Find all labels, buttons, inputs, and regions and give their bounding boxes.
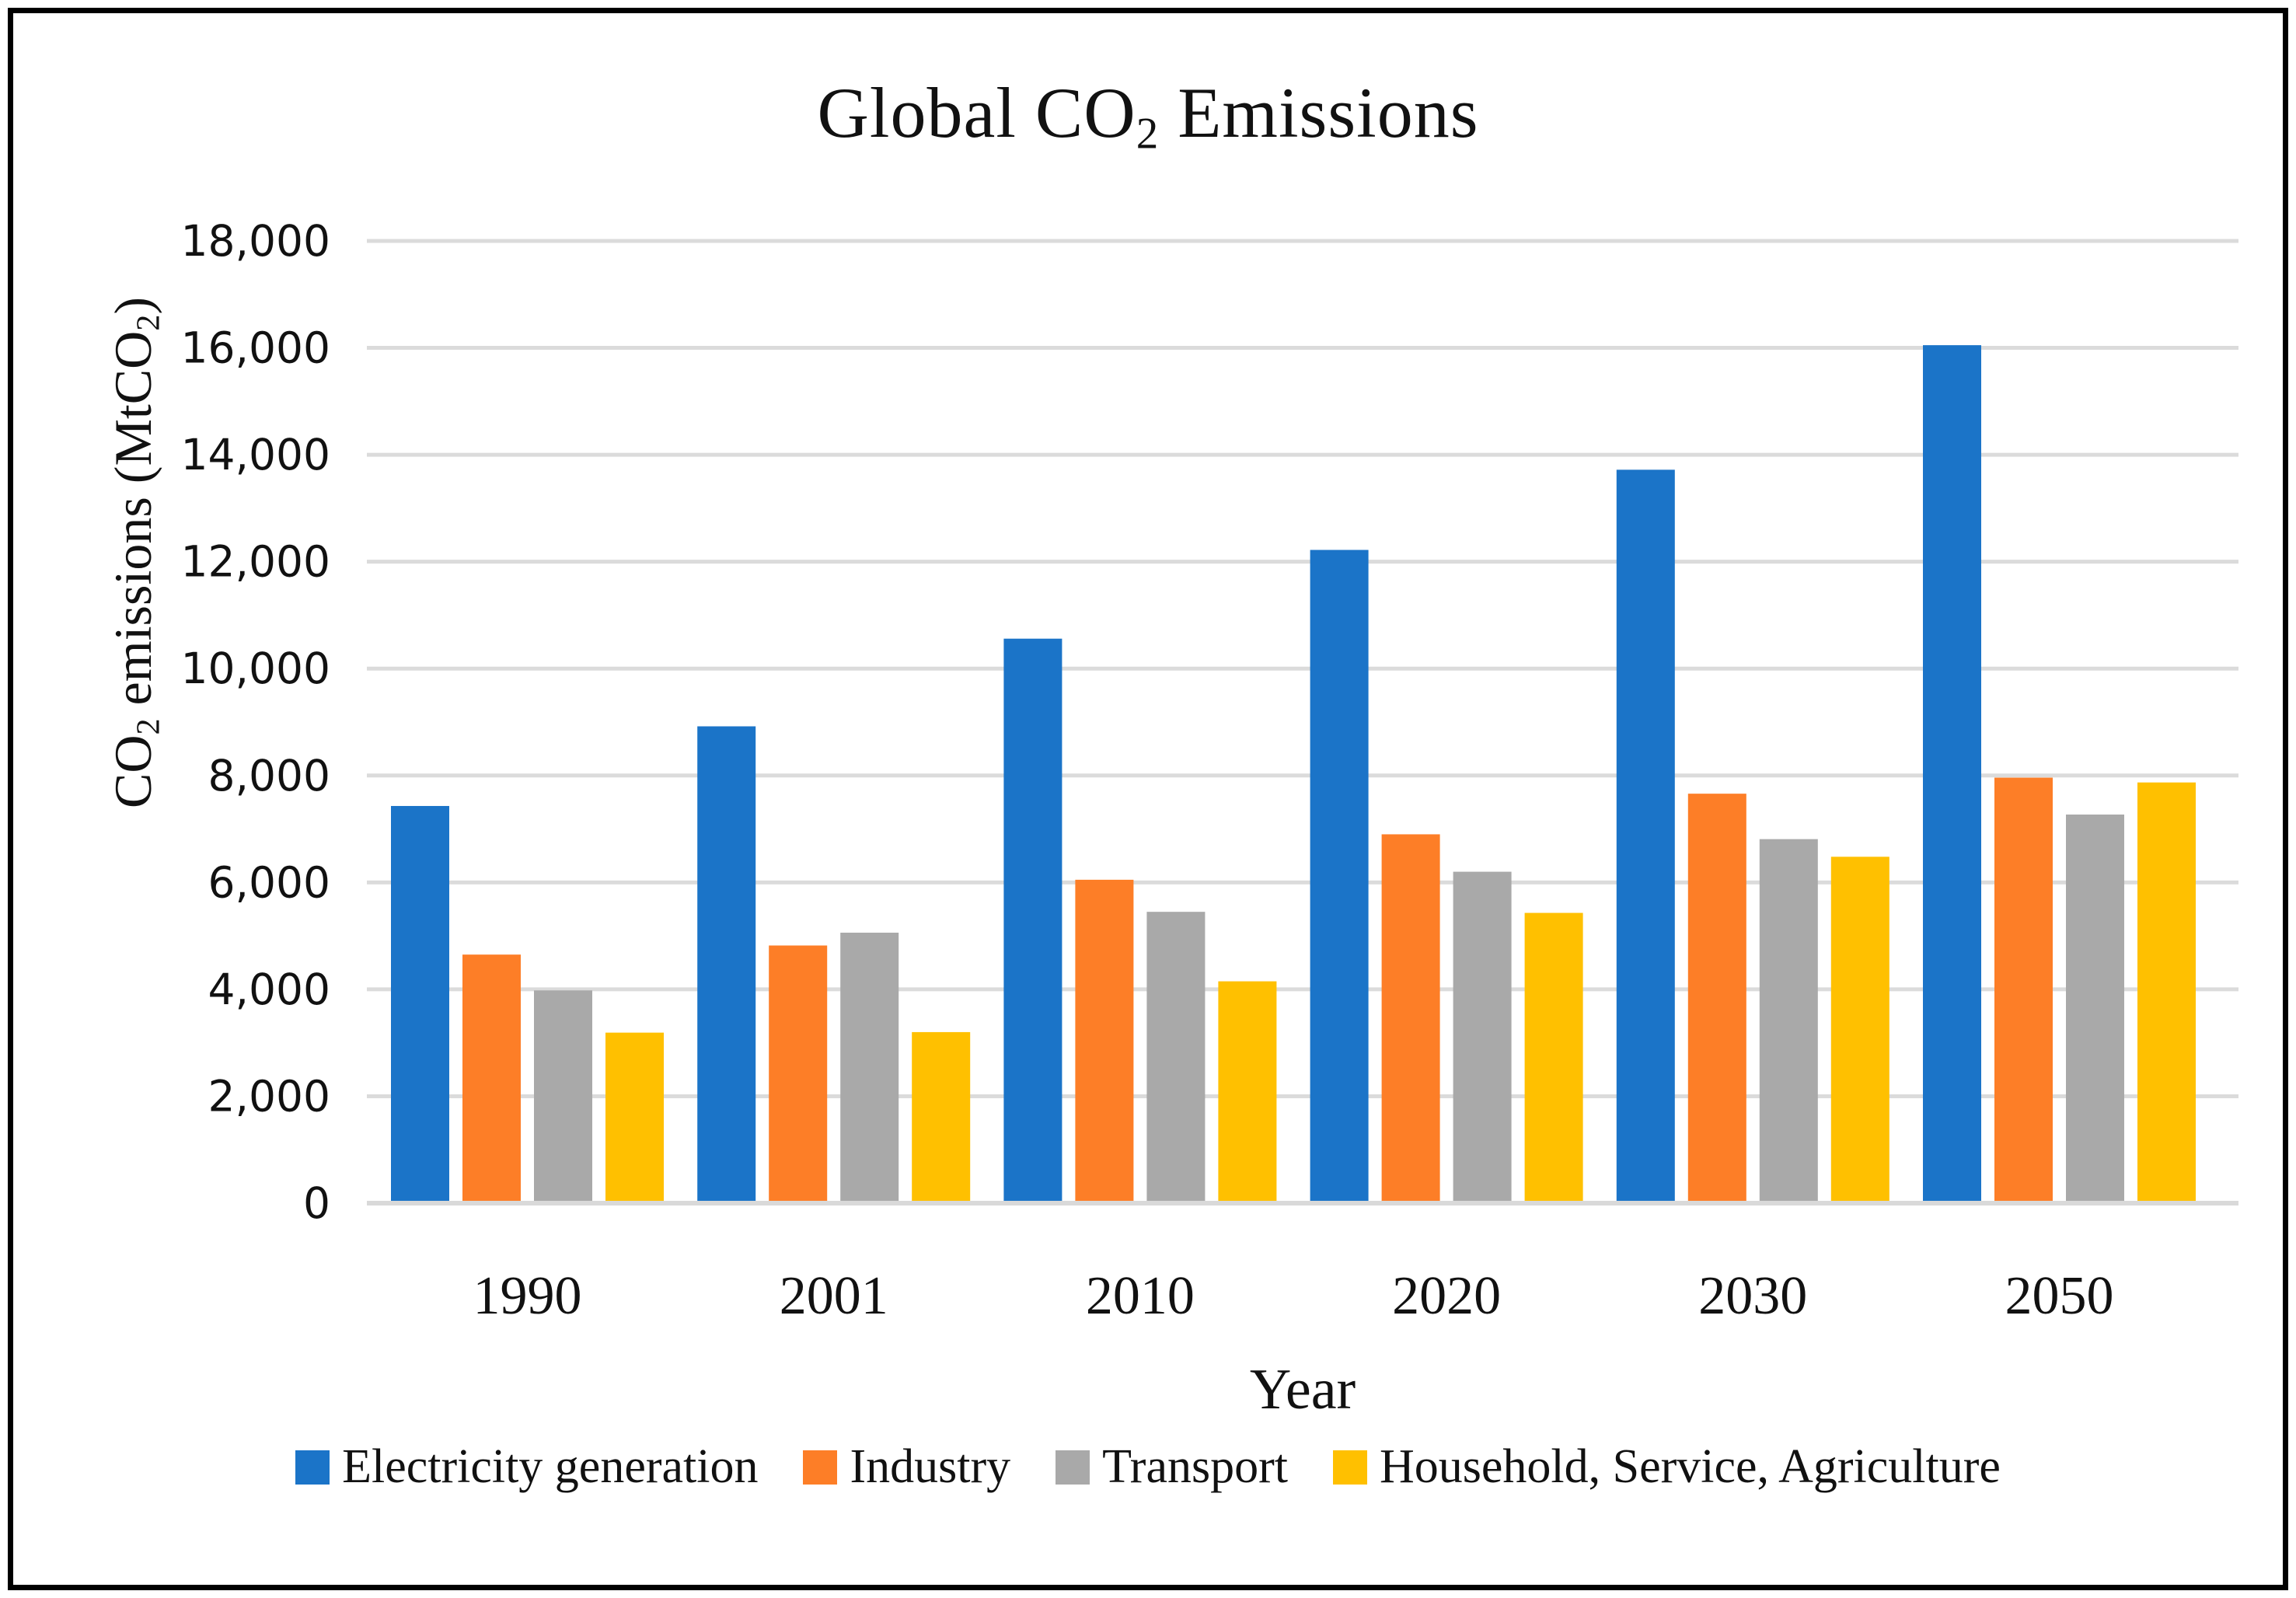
bar-2020-2 [1453, 871, 1512, 1203]
x-tick-2010: 2010 [1086, 1266, 1195, 1326]
x-axis-title: Year [1249, 1358, 1356, 1422]
chart-title-rest: Emissions [1159, 73, 1479, 152]
bar-2030-2 [1759, 839, 1818, 1203]
legend-swatch-icon [1332, 1450, 1367, 1485]
legend: Electricity generation Industry Transport H… [0, 1439, 2296, 1495]
bar-2030-3 [1830, 857, 1889, 1203]
y-tick-14000: 14,000 [181, 430, 330, 480]
y-tick-2000: 2,000 [208, 1071, 330, 1121]
chart-title-text: Global CO [817, 73, 1136, 152]
bar-2010-3 [1218, 981, 1277, 1203]
bar-2001-1 [769, 945, 828, 1203]
y-tick-18000: 18,000 [181, 216, 330, 266]
bar-2010-1 [1075, 879, 1134, 1203]
legend-swatch-icon [295, 1450, 330, 1485]
chart-title-subscript: 2 [1136, 109, 1160, 159]
legend-label: Household, Service, Agriculture [1379, 1440, 2001, 1493]
legend-item-2: Transport [1056, 1439, 1288, 1495]
x-tick-2001: 2001 [780, 1266, 888, 1326]
bar-2001-2 [840, 932, 899, 1203]
bar-1990-3 [605, 1032, 664, 1203]
legend-item-3: Household, Service, Agriculture [1332, 1439, 2001, 1495]
bar-2010-0 [1003, 638, 1063, 1203]
bar-2050-0 [1923, 345, 1981, 1203]
y-tick-16000: 16,000 [181, 323, 330, 373]
figure-border [8, 8, 2288, 1590]
chart-title: Global CO2 Emissions [0, 72, 2296, 155]
legend-label: Electricity generation [342, 1440, 759, 1493]
legend-item-0: Electricity generation [295, 1439, 758, 1495]
x-tick-2050: 2050 [2005, 1266, 2114, 1326]
bar-2050-3 [2137, 782, 2196, 1203]
legend-swatch-icon [1056, 1450, 1090, 1485]
bar-1990-0 [391, 805, 449, 1203]
bar-1990-1 [462, 954, 521, 1203]
bar-1990-2 [534, 990, 592, 1203]
y-tick-10000: 10,000 [181, 644, 330, 693]
bar-2050-2 [2066, 814, 2124, 1203]
legend-item-1: Industry [803, 1439, 1010, 1495]
y-tick-4000: 4,000 [208, 965, 330, 1014]
bar-2050-1 [1994, 777, 2053, 1203]
legend-swatch-icon [803, 1450, 838, 1485]
bar-2020-3 [1524, 912, 1583, 1203]
x-tick-2030: 2030 [1698, 1266, 1807, 1326]
bar-2030-0 [1616, 469, 1675, 1203]
bar-2030-1 [1687, 794, 1746, 1203]
bar-2020-1 [1381, 834, 1440, 1203]
bar-2010-2 [1146, 912, 1206, 1203]
x-tick-2020: 2020 [1392, 1266, 1501, 1326]
y-tick-6000: 6,000 [208, 857, 330, 907]
bar-2020-0 [1310, 550, 1369, 1203]
x-tick-1990: 1990 [473, 1266, 582, 1326]
legend-label: Transport [1102, 1440, 1288, 1493]
bar-2001-0 [697, 726, 756, 1203]
y-tick-0: 0 [303, 1178, 330, 1228]
y-tick-12000: 12,000 [181, 537, 330, 587]
legend-label: Industry [850, 1440, 1011, 1493]
y-tick-8000: 8,000 [208, 751, 330, 801]
bar-2001-3 [912, 1031, 971, 1203]
